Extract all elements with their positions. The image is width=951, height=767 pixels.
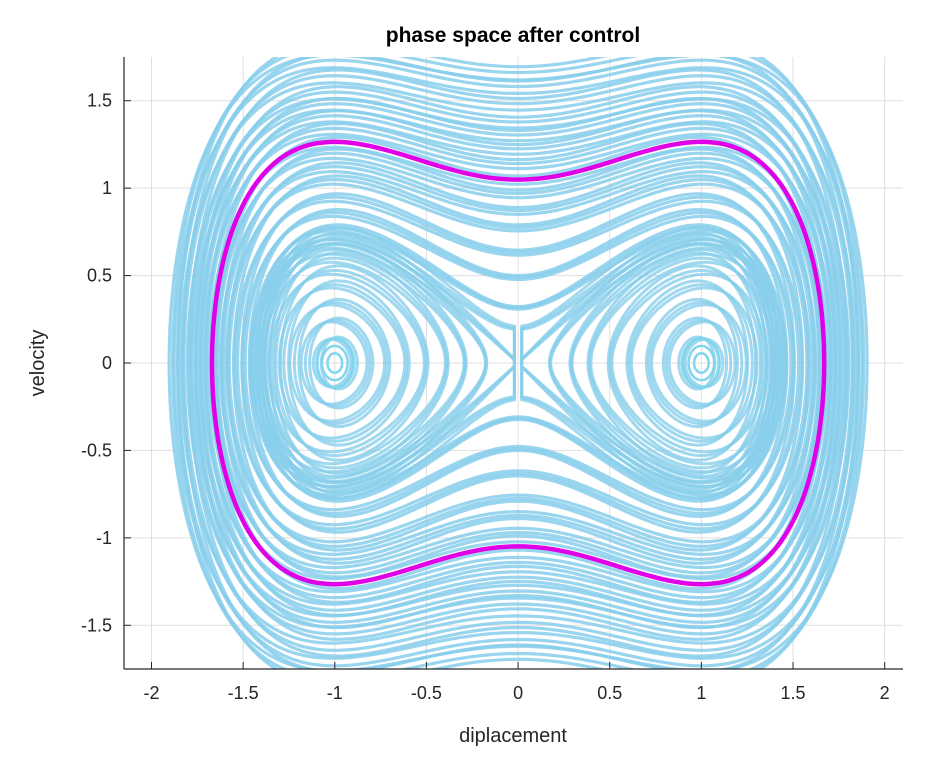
trajectory-outer [207,145,829,581]
trajectory-inner-well [282,283,409,443]
trajectory-inner-well [644,297,739,429]
controlled-orbit-group [209,139,827,587]
trajectory-inner-well [520,233,782,493]
trajectory-center-ring [681,337,721,389]
trajectory-inner-well [608,269,762,457]
y-axis-label: velocity [27,330,49,397]
trajectory-inner-well [249,238,516,488]
x-tick-label: 0 [513,683,523,703]
trajectory-inner-well [287,279,411,447]
trajectory-inner-well [627,283,754,443]
trajectory-outer [236,195,801,531]
trajectory-outer [247,208,789,518]
trajectory-inner-well [661,316,728,410]
trajectory-outer [240,192,796,534]
trajectory-outer [194,85,843,641]
trajectory-outer [232,174,805,552]
trajectory-center-ring [315,337,355,389]
controlled-orbit-line [209,139,827,587]
trajectory-inner-well [667,320,737,406]
x-tick-label: -0.5 [411,683,442,703]
trajectory-outer [243,211,793,515]
x-tick-label: -1.5 [228,683,259,703]
trajectory-inner-well [520,226,777,500]
trajectory-inner-well [647,300,744,426]
trajectory-outer [189,90,848,636]
trajectory-center-ring [326,351,344,375]
trajectory-outer [171,57,866,669]
y-tick-label: -1.5 [81,615,112,635]
trajectory-outer [172,66,864,660]
x-tick-label: 1.5 [781,683,806,703]
trajectory-outer [221,165,815,561]
trajectory-inner-well [257,237,516,489]
x-axis-label: diplacement [459,725,567,747]
trajectory-inner-well [520,237,779,489]
y-tick-label: 0.5 [87,266,112,286]
trajectory-inner-well [308,316,375,410]
trajectory-outer [195,120,841,606]
axes [123,57,903,670]
trajectory-inner-well [625,279,750,447]
trajectory-inner-well [303,318,372,408]
x-tick-label: 1 [696,683,706,703]
y-tick-labels: -1.5 -1 -0.5 0 0.5 1 1.5 [81,91,112,636]
y-tick-label: -0.5 [81,440,112,460]
trajectory-inner-well [664,318,733,408]
trajectory-outer [215,135,822,591]
trajectory-inner-well [274,269,428,457]
trajectory-inner-well [297,297,392,429]
trajectory-center-ring [320,344,349,382]
trajectory-outer [226,161,811,565]
trajectory-outer [167,57,869,669]
trajectory-inner-well [683,337,725,389]
trajectory-inner-well [252,242,516,484]
x-tick-label: 0.5 [597,683,622,703]
x-tick-labels: -2 -1.5 -1 -0.5 0 0.5 1 1.5 2 [143,683,889,703]
trajectory-inner-well [254,233,516,493]
x-tick-label: -1 [327,683,343,703]
x-tick-label: -2 [143,683,159,703]
trajectory-inner-well [279,264,430,462]
trajectory-inner-well [292,300,389,426]
y-tick-label: 1.5 [87,91,112,111]
trajectory-center-ring [692,351,710,375]
y-tick-label: -1 [96,528,112,548]
chart-title: phase space after control [386,24,640,47]
trajectory-outer [201,132,835,594]
trajectory-center-ring [687,344,716,382]
trajectory-outer [179,81,858,645]
trajectory-inner-well [520,242,784,484]
trajectory-inner-well [299,320,369,406]
trajectory-outer [187,68,849,658]
trajectory-outer [176,57,860,669]
trajectory-inner-well [311,337,353,389]
trajectory-inner-well [606,264,758,462]
y-tick-label: 1 [102,178,112,198]
y-tick-label: 0 [102,353,112,373]
trajectory-inner-well [260,226,516,500]
trajectory-inner-well [520,238,787,488]
x-tick-label: 2 [880,683,890,703]
trajectory-outer [181,57,855,669]
